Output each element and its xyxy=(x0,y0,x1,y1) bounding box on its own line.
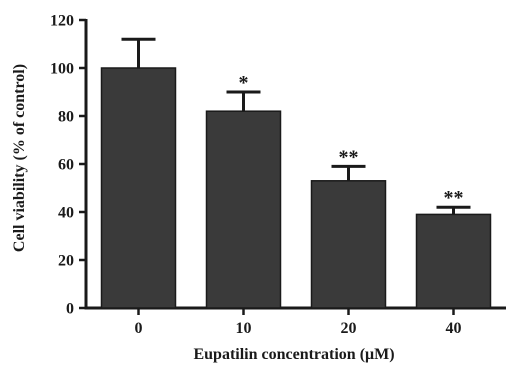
x-tick-label: 40 xyxy=(446,320,462,337)
y-tick-label: 20 xyxy=(58,253,74,270)
plot-area: 0 20 40 60 80 100 120 0 10 * 20 ** 40 ** xyxy=(50,13,506,337)
y-axis-title: Cell viability (% of control) xyxy=(11,64,28,252)
significance-marker: ** xyxy=(339,146,359,168)
x-tick-label: 0 xyxy=(135,320,143,337)
bar xyxy=(100,67,177,309)
y-tick-label: 100 xyxy=(50,61,74,78)
bar xyxy=(415,213,492,309)
significance-marker: ** xyxy=(444,187,464,209)
significance-marker: * xyxy=(239,72,249,94)
bar xyxy=(205,110,282,309)
x-axis-title: Eupatilin concentration (μM) xyxy=(193,346,394,363)
x-tick-label: 20 xyxy=(341,320,357,337)
x-tick-label: 10 xyxy=(236,320,252,337)
y-tick-label: 40 xyxy=(58,205,74,222)
y-tick-label: 0 xyxy=(66,301,74,318)
y-tick-label: 120 xyxy=(50,13,74,30)
bar xyxy=(310,180,387,309)
y-tick-label: 80 xyxy=(58,109,74,126)
y-tick-label: 60 xyxy=(58,157,74,174)
